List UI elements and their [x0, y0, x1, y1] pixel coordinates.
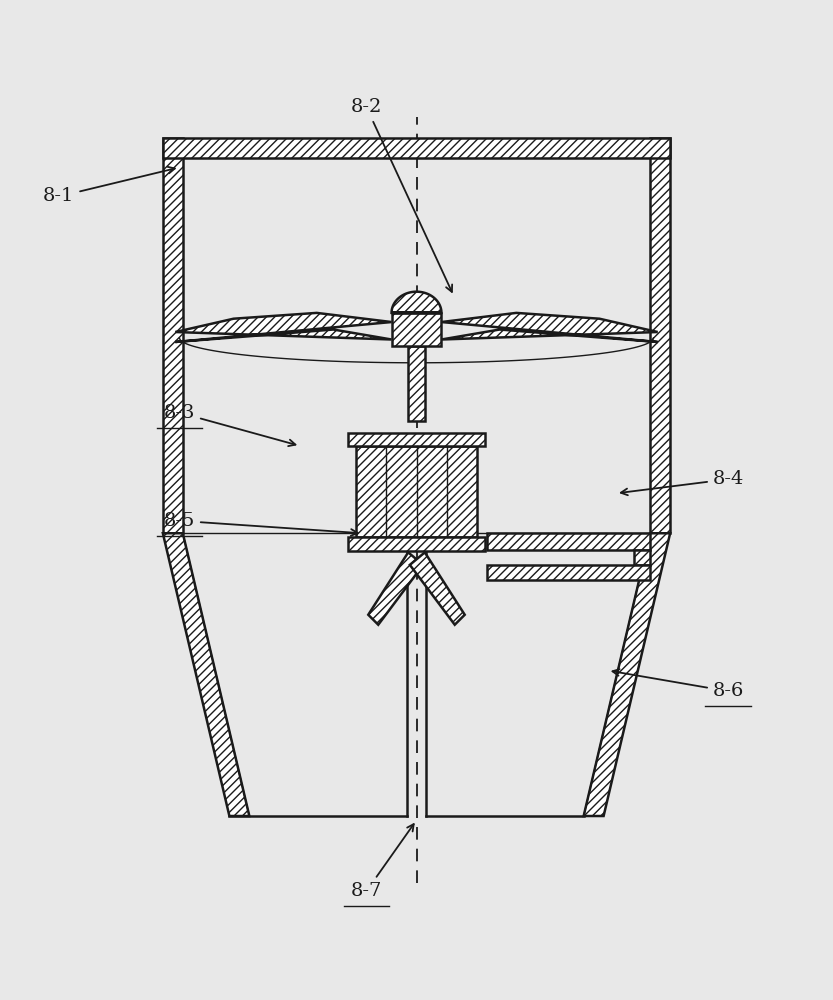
Polygon shape [487, 565, 651, 580]
Polygon shape [635, 550, 651, 565]
Polygon shape [408, 346, 425, 421]
Polygon shape [163, 138, 670, 158]
Text: 8-3: 8-3 [164, 404, 296, 446]
Polygon shape [441, 313, 658, 342]
Polygon shape [348, 537, 485, 551]
Polygon shape [348, 433, 485, 446]
Text: 8-2: 8-2 [351, 98, 452, 292]
Polygon shape [584, 533, 670, 816]
Bar [357, 446, 476, 537]
Text: 8-4: 8-4 [621, 470, 744, 495]
Polygon shape [163, 138, 182, 533]
Text: 8-6: 8-6 [612, 669, 744, 700]
Polygon shape [410, 552, 465, 625]
Polygon shape [368, 552, 423, 625]
Polygon shape [392, 313, 441, 346]
Polygon shape [651, 138, 670, 533]
Text: 8-1: 8-1 [43, 167, 175, 205]
Text: 8-7: 8-7 [351, 824, 414, 900]
Polygon shape [487, 533, 651, 550]
Polygon shape [175, 313, 392, 342]
Text: 8-5: 8-5 [164, 512, 357, 536]
Polygon shape [163, 533, 249, 816]
Polygon shape [392, 292, 441, 313]
